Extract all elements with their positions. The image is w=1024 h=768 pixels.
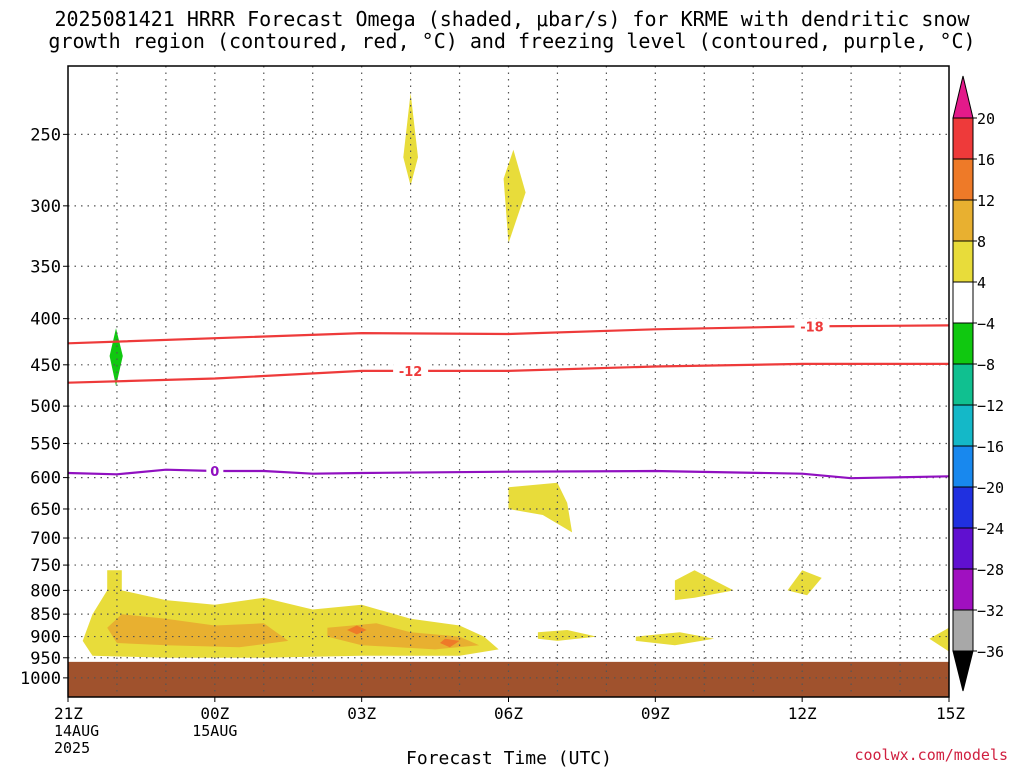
colorbar-label: −32: [977, 602, 1004, 620]
omega-region: [109, 328, 123, 386]
x-tick-label: 03Z: [347, 704, 376, 723]
title-line-2: growth region (contoured, red, °C) and f…: [48, 29, 976, 53]
colorbar-label: −36: [977, 643, 1004, 661]
y-tick-label: 300: [30, 197, 61, 217]
ground-fill: [68, 661, 949, 697]
colorbar-label: −24: [977, 520, 1004, 538]
colorbar-segment: [952, 158, 974, 201]
y-tick-label: 800: [30, 581, 61, 601]
contour-line: [67, 362, 949, 384]
x-axis-label: Forecast Time (UTC): [406, 748, 612, 768]
omega-region: [635, 632, 715, 646]
y-tick-label: 350: [30, 257, 61, 277]
colorbar-label: 16: [977, 151, 995, 169]
colorbar-segment: [952, 568, 974, 611]
omega-region: [107, 614, 289, 648]
colorbar-label: −20: [977, 479, 1004, 497]
y-tick-label: 600: [30, 469, 61, 489]
colorbar-segment: [952, 363, 974, 406]
y-axis: 250 300 350 400 450 500 550 600 650 700 750 800 850 9…: [20, 125, 68, 689]
x-tick-sublabel: 15AUG: [192, 722, 237, 740]
colorbar-label: 12: [977, 192, 995, 210]
colorbar-label: 20: [977, 110, 995, 128]
colorbar-segment: [952, 445, 974, 488]
omega-region: [403, 93, 418, 186]
omega-region: [440, 638, 460, 648]
x-tick-sublabel: 14AUG: [54, 722, 99, 740]
colorbar-label: −4: [977, 315, 995, 333]
y-tick-label: 650: [30, 500, 61, 520]
omega-region: [929, 627, 949, 652]
y-tick-label: 550: [30, 434, 61, 454]
colorbar-segment: [952, 199, 974, 242]
colorbar-label: 8: [977, 233, 986, 251]
y-tick-label: 400: [30, 310, 61, 330]
colorbar-segment: [952, 240, 974, 283]
colorbar-label: 4: [977, 274, 986, 292]
omega-region: [674, 570, 734, 601]
x-tick-label: 21Z: [54, 704, 83, 723]
omega-region: [503, 149, 526, 244]
contour-label: -12: [399, 365, 423, 380]
title-line-1: 2025081421 HRRR Forecast Omega (shaded, …: [54, 7, 970, 31]
colorbar-label: −12: [977, 397, 1004, 415]
x-tick-label: 00Z: [200, 704, 229, 723]
colorbar-label: −8: [977, 356, 995, 374]
colorbar-label: −28: [977, 561, 1004, 579]
contour-line: [67, 468, 950, 480]
colorbar-segment: [952, 117, 974, 160]
y-tick-label: 750: [30, 556, 61, 576]
x-tick-label: 15Z: [936, 704, 965, 723]
contour-label-bg: [393, 362, 429, 379]
chart-title: 2025081421 HRRR Forecast Omega (shaded, …: [0, 8, 1024, 52]
x-tick-label: 09Z: [641, 704, 670, 723]
contour-label-bg: [794, 318, 830, 335]
y-tick-label: 1000: [20, 669, 61, 689]
colorbar-segment: [952, 527, 974, 570]
colorbar-label: −16: [977, 438, 1004, 456]
x-tick-sublabel: 2025: [54, 739, 90, 757]
x-tick-label: 06Z: [494, 704, 523, 723]
y-tick-label: 900: [30, 628, 61, 648]
omega-region: [537, 630, 597, 641]
colorbar-segment: [952, 609, 974, 652]
y-tick-label: 950: [30, 649, 61, 669]
colorbar-segment: [952, 281, 974, 324]
y-tick-label: 700: [30, 529, 61, 549]
gridlines: [68, 66, 949, 697]
contour-label-bg: [206, 463, 224, 480]
plot-frame: [67, 65, 950, 698]
colorbar-segment: [952, 322, 974, 365]
contour-label: 0: [210, 465, 219, 480]
colorbar-top-arrow: [952, 75, 974, 119]
y-tick-label: 250: [30, 125, 61, 145]
contours: -18 -12 0: [67, 318, 950, 480]
y-tick-label: 500: [30, 397, 61, 417]
colorbar-bottom-arrow: [952, 650, 974, 692]
watermark: coolwx.com/models: [854, 746, 1008, 764]
x-tick-label: 12Z: [788, 704, 817, 723]
omega-region: [787, 570, 822, 596]
omega-region: [508, 482, 573, 533]
colorbar: 20 16 12 8 4 −4 −8 −12 −16 −20 −24 −28 −32 −36: [952, 75, 1004, 692]
colorbar-segment: [952, 404, 974, 447]
y-tick-label: 850: [30, 605, 61, 625]
contour-label: -18: [800, 320, 824, 335]
colorbar-segment: [952, 486, 974, 529]
y-tick-label: 450: [30, 356, 61, 376]
